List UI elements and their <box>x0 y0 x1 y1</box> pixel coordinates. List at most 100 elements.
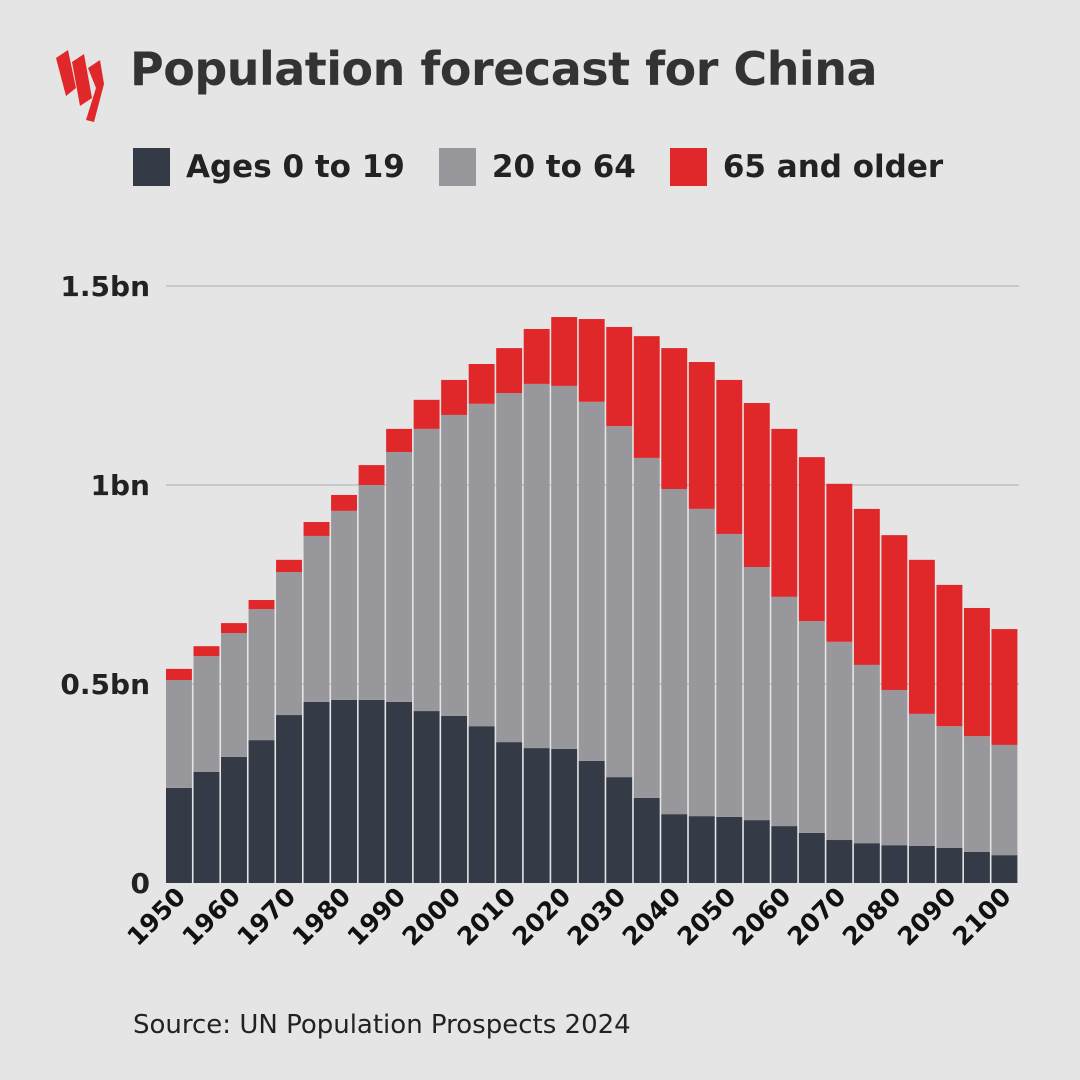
bar-segment-2060-2 <box>771 428 798 597</box>
bar-segment-1990-1 <box>386 451 413 702</box>
chart-title: Population forecast for China <box>130 42 878 96</box>
bar-segment-1950-0 <box>166 787 192 883</box>
bar-segment-1960-1 <box>221 633 247 757</box>
legend-swatch <box>669 148 707 186</box>
y-tick-label: 1.5bn <box>60 270 150 303</box>
bar-segment-2050-2 <box>716 379 743 534</box>
bar-segment-2065-2 <box>798 457 825 622</box>
x-tick-label: 1980 <box>287 882 357 952</box>
bar-segment-1995-0 <box>413 711 440 883</box>
bar-segment-1965-2 <box>248 600 275 610</box>
bar-segment-2055-0 <box>743 820 770 883</box>
bar-segment-1995-2 <box>413 399 440 429</box>
bar-segment-2015-1 <box>523 383 550 749</box>
bar-segment-1950-2 <box>166 668 192 681</box>
legend-item-20-64: 20 to 64 <box>438 148 636 186</box>
bar-segment-1980-1 <box>331 510 358 700</box>
bar-segment-2000-2 <box>441 379 468 415</box>
legend-item-65-older: 65 and older <box>669 148 944 186</box>
bar-segment-2100-1 <box>991 744 1018 856</box>
bar-segment-1965-0 <box>248 740 275 883</box>
bar-segment-1960-0 <box>221 756 247 883</box>
bar-segment-2045-2 <box>688 362 715 509</box>
bar-segment-2040-2 <box>661 348 688 489</box>
bar-segment-2070-0 <box>826 840 853 883</box>
legend: Ages 0 to 19 20 to 64 65 and older <box>133 148 977 186</box>
bar-segment-2020-0 <box>551 748 578 883</box>
legend-label: 20 to 64 <box>491 149 636 185</box>
x-tick-label: 1960 <box>177 882 247 952</box>
bar-segment-1985-1 <box>358 485 385 700</box>
bar-segment-1955-1 <box>193 656 220 772</box>
bar-segment-2005-2 <box>468 364 495 404</box>
bar-segment-1985-2 <box>358 465 385 485</box>
bar-segment-2050-1 <box>716 533 743 817</box>
x-tick-label: 1970 <box>232 882 302 952</box>
bar-segment-1995-1 <box>413 428 440 712</box>
legend-label: Ages 0 to 19 <box>186 149 405 185</box>
bar-segment-2020-1 <box>551 385 578 749</box>
bar-segment-2025-1 <box>578 401 605 761</box>
bar-segment-2025-2 <box>578 319 605 402</box>
bar-segment-2090-1 <box>936 726 963 848</box>
bar-segment-2000-0 <box>441 715 468 883</box>
bar-segment-2000-1 <box>441 414 468 716</box>
x-tick-label: 2020 <box>507 882 577 952</box>
bar-segment-2100-0 <box>991 855 1018 883</box>
x-tick-label: 2000 <box>397 882 467 952</box>
bar-segment-2050-0 <box>716 816 743 883</box>
bar-segment-1970-0 <box>276 715 302 883</box>
bar-segment-2085-2 <box>908 559 935 714</box>
legend-swatch <box>438 148 476 186</box>
bar-segment-2075-2 <box>853 508 880 665</box>
bar-segment-2085-0 <box>908 845 935 883</box>
bar-segment-2080-0 <box>881 845 908 883</box>
bar-segment-2030-2 <box>606 326 633 427</box>
x-tick-label: 2070 <box>782 882 852 952</box>
bar-segment-2085-1 <box>908 713 935 846</box>
bar-segment-2010-1 <box>496 393 523 743</box>
bar-segment-2095-0 <box>963 851 990 883</box>
x-tick-label: 2060 <box>727 882 797 952</box>
bar-segment-1975-2 <box>303 522 330 536</box>
bar-segment-2010-0 <box>496 742 523 883</box>
bar-segment-2030-1 <box>606 426 633 778</box>
bar-segment-1970-1 <box>276 572 302 716</box>
x-tick-label: 2090 <box>892 882 962 952</box>
bar-segment-2095-1 <box>963 736 990 852</box>
bar-segment-2035-1 <box>633 457 660 798</box>
bar-segment-1965-1 <box>248 609 275 741</box>
bar-segment-2035-2 <box>633 336 660 458</box>
source-note: Source: UN Population Prospects 2024 <box>133 1010 631 1040</box>
bar-segment-2070-2 <box>826 483 853 642</box>
bar-segment-1985-0 <box>358 699 385 883</box>
bar-segment-2055-2 <box>743 403 770 567</box>
bar-segment-2040-0 <box>661 814 688 883</box>
bar-segment-1990-2 <box>386 428 413 452</box>
bar-segment-1960-2 <box>221 623 247 634</box>
x-tick-label: 2080 <box>837 882 907 952</box>
bar-segment-2060-1 <box>771 596 798 827</box>
bar-segment-2075-1 <box>853 664 880 844</box>
bar-segment-1975-0 <box>303 701 330 883</box>
bar-segment-2045-0 <box>688 816 715 883</box>
bar-segment-2005-0 <box>468 726 495 883</box>
bar-segment-2090-0 <box>936 847 963 883</box>
bar-segment-2020-2 <box>551 317 578 386</box>
bar-segment-2035-0 <box>633 797 660 883</box>
bar-segment-2075-0 <box>853 843 880 883</box>
x-tick-label: 2100 <box>947 882 1017 952</box>
bar-segment-1980-2 <box>331 494 358 511</box>
y-tick-label: 1bn <box>91 469 150 502</box>
bar-segment-1950-1 <box>166 680 192 788</box>
sbs-logo <box>46 48 110 128</box>
legend-label: 65 and older <box>722 149 944 185</box>
bar-segment-2080-2 <box>881 535 908 690</box>
bar-segment-1975-1 <box>303 535 330 702</box>
bar-segment-2025-0 <box>578 760 605 883</box>
y-tick-label: 0 <box>131 867 150 900</box>
bar-segment-2095-2 <box>963 607 990 737</box>
bar-segment-2005-1 <box>468 403 495 727</box>
bar-segment-2100-2 <box>991 629 1018 745</box>
